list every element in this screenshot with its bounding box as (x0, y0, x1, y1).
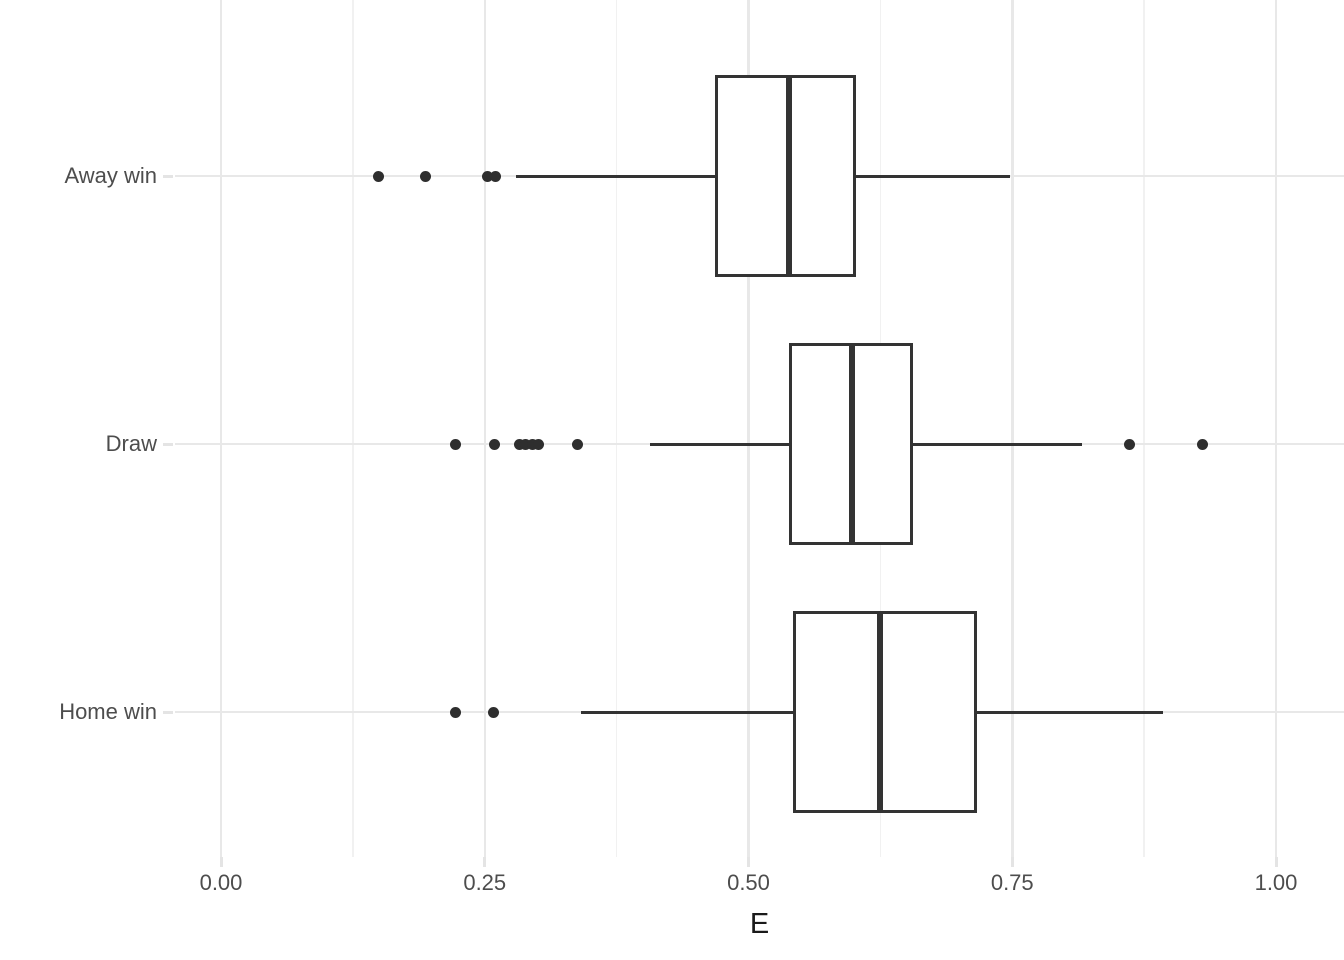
x-axis-tick (1010, 857, 1014, 867)
boxplot-box (714, 75, 857, 277)
boxplot-box (792, 611, 978, 813)
boxplot-whisker-high (856, 174, 1011, 178)
gridline-major-vertical (1011, 0, 1014, 857)
boxplot-median-line (785, 75, 792, 277)
x-axis-tick-label: 0.25 (463, 870, 507, 895)
boxplot-outlier-point (489, 170, 501, 182)
gridline-minor-vertical (352, 0, 354, 857)
x-axis-tick (219, 857, 223, 867)
x-axis-tick-label: 0.75 (990, 870, 1034, 895)
x-axis-tick (747, 857, 750, 867)
boxplot-whisker-low (580, 710, 793, 714)
boxplot-median-line (848, 343, 855, 545)
boxplot-outlier-point (572, 438, 584, 450)
gridline-minor-vertical (615, 0, 618, 857)
y-axis-tick (163, 710, 173, 714)
boxplot-outlier-point (449, 438, 461, 450)
plot-panel (175, 0, 1344, 857)
x-axis-tick (1274, 857, 1278, 867)
boxplot-outlier-point (420, 170, 432, 182)
gridline-minor-vertical (1143, 0, 1145, 857)
gridline-major-vertical (483, 0, 486, 857)
boxplot-whisker-low (516, 174, 715, 178)
gridline-major-vertical (219, 0, 223, 857)
boxplot-outlier-point (533, 438, 545, 450)
boxplot-outlier-point (514, 438, 526, 450)
x-axis-title: E (749, 908, 770, 940)
y-axis-category-label: Home win (59, 699, 157, 724)
y-axis-tick (163, 442, 173, 446)
boxplot-outlier-point (482, 170, 494, 182)
boxplot-median-line (877, 611, 884, 813)
boxplot-outlier-point (372, 170, 384, 182)
boxplot-whisker-high (913, 442, 1082, 446)
boxplot-outlier-point (520, 438, 532, 450)
y-axis-tick (163, 174, 173, 178)
boxplot-outlier-point (1196, 438, 1208, 450)
x-axis-tick-label: 0.50 (727, 870, 770, 895)
x-axis-tick-label: 1.00 (1254, 870, 1298, 895)
gridline-major-vertical (1274, 0, 1278, 857)
x-axis-tick-label: 0.00 (199, 870, 243, 895)
boxplot-outlier-point (488, 438, 500, 450)
boxplot-whisker-high (977, 710, 1164, 714)
boxplot-whisker-low (650, 442, 789, 446)
y-axis-category-label: Away win (64, 163, 157, 188)
boxplot-outlier-point (526, 438, 538, 450)
boxplot-outlier-point (1123, 438, 1135, 450)
gridline-major-vertical (747, 0, 750, 857)
boxplot-outlier-point (449, 706, 461, 718)
y-axis-category-label: Draw (105, 431, 157, 456)
x-axis-tick (483, 857, 487, 867)
boxplot-outlier-point (487, 706, 499, 718)
